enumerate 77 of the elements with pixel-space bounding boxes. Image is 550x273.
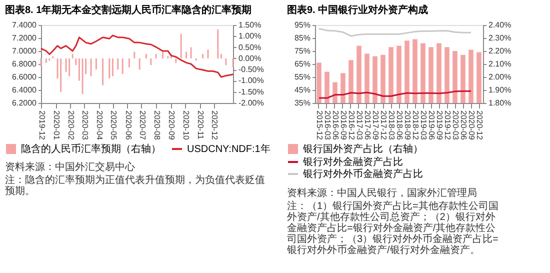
x-tick-label: 2020-08 [152,110,162,140]
chart-title: 图表8. 1年期无本金交割远期人民币汇率隐含的汇率预期 [5,4,252,16]
x-tick-label: 2020-12 [475,110,484,140]
x-tick-label: 2019-03 [419,110,428,140]
x-tick-label: 2020-03 [80,110,90,140]
text: 资料来源：中国人民银行，国家外汇管理局 [287,187,477,199]
chart-title: 图表9. 中国银行业对外资产构成 [287,4,428,16]
text: 注：隐含的汇率预期为正值代表升值预期，为负值代表贬值预期。 [5,174,265,197]
legend-label: 银行对外金融资产占比 [302,156,403,168]
x-tick-label: 2020-06 [124,110,133,140]
y-tick-label: 65% [294,60,310,68]
y-tick-label: 6.4000 [12,86,38,94]
y2-tick-label: 2.40% [488,20,512,30]
y-tick-label: 7.0000 [12,46,38,56]
y2-tick-label: 1.50% [238,20,262,30]
x-tick-label: 2019-09 [435,110,444,140]
y2-tick-label: 0.00% [238,54,262,63]
y2-tick-label: -0.50% [238,65,264,74]
x-tick-label: 2019-06 [427,110,436,140]
x-tick-label: 2018-12 [411,110,420,140]
text: 注：（1）银行国外资产占比=其他存款性公司国外资产/其他存款性公司总资产；（2）银行对外金融资产占比=银行对外金融资产/其他存款性公司国外资产；（3）银行对外外币金融资产占比=银行对外外币金融资产/银行对外金融资产。 [286,200,499,256]
x-tick-label: 2016-12 [347,110,356,140]
y2-tick-label: 1.90% [488,86,512,94]
x-tick-label: 2015-12 [315,110,324,140]
x-tick-label: 2020-04 [95,110,104,140]
x-tick-label: 2020-12 [210,110,220,140]
x-tick-label: 2017-03 [355,110,364,140]
x-tick-label: 2020-10 [181,110,190,140]
y-tick-label: 7.2000 [12,34,38,42]
x-tick-label: 2016-03 [323,110,332,140]
legend-label: 银行国外资产占比（右轴） [302,143,423,155]
x-tick-label: 2017-06 [363,110,372,140]
x-tick-label: 2020-06 [459,110,468,140]
y2-tick-label: 2.20% [488,46,512,56]
line-series [318,28,472,37]
y-tick-label: 7.4000 [12,20,38,30]
line-series [40,34,234,78]
x-tick-label: 2020-03 [451,110,460,140]
x-tick-label: 2019-12 [38,110,46,140]
y2-tick-label: 0.50% [238,42,262,52]
x-tick-label: 2020-05 [109,110,118,140]
y2-tick-label: 1.00% [238,32,262,41]
y2-tick-label: -1.50% [238,87,264,96]
x-tick-label: 2018-03 [387,110,396,140]
x-tick-label: 2017-09 [371,110,380,140]
legend-label: 隐含的人民币汇率预期（右轴） [21,143,161,155]
y-tick-label: 95% [294,20,310,30]
y-tick-label: 35% [294,98,310,108]
y2-tick-label: 2.00% [488,72,512,82]
y-tick-label: 6.8000 [12,60,38,68]
y2-tick-label: -2.00% [238,98,264,108]
y-tick-label: 6.2000 [12,98,38,108]
y-tick-label: 6.6000 [12,72,38,82]
y2-tick-label: -1.00% [238,76,264,86]
y2-tick-label: 1.80% [488,98,512,108]
legend-label: 银行对外外币金融资产占比 [302,168,423,180]
x-tick-label: 2020-09 [467,110,476,140]
x-tick-label: 2019-12 [443,110,452,140]
x-tick-label: 2018-06 [395,110,404,140]
legend-label: USDCNY:NDF:1年 [187,143,270,155]
x-tick-label: 2020-11 [196,110,206,140]
y-tick-label: 85% [294,34,310,42]
x-tick-label: 2020-07 [138,110,147,140]
y2-tick-label: 2.30% [488,34,512,42]
x-tick-label: 2016-09 [339,110,348,140]
y-tick-label: 45% [294,86,310,94]
x-tick-label: 2018-09 [403,110,412,140]
x-tick-label: 2020-02 [66,110,76,140]
x-tick-label: 2020-09 [167,110,176,140]
x-tick-label: 2017-12 [379,110,388,140]
y2-tick-label: 2.10% [488,60,512,68]
y-tick-label: 75% [294,46,310,56]
y-tick-label: 55% [294,72,310,82]
x-tick-label: 2020-01 [52,110,62,140]
x-tick-label: 2016-06 [331,110,340,140]
line-series [318,90,472,99]
text: 资料来源：中国外汇交易中心 [5,161,135,173]
